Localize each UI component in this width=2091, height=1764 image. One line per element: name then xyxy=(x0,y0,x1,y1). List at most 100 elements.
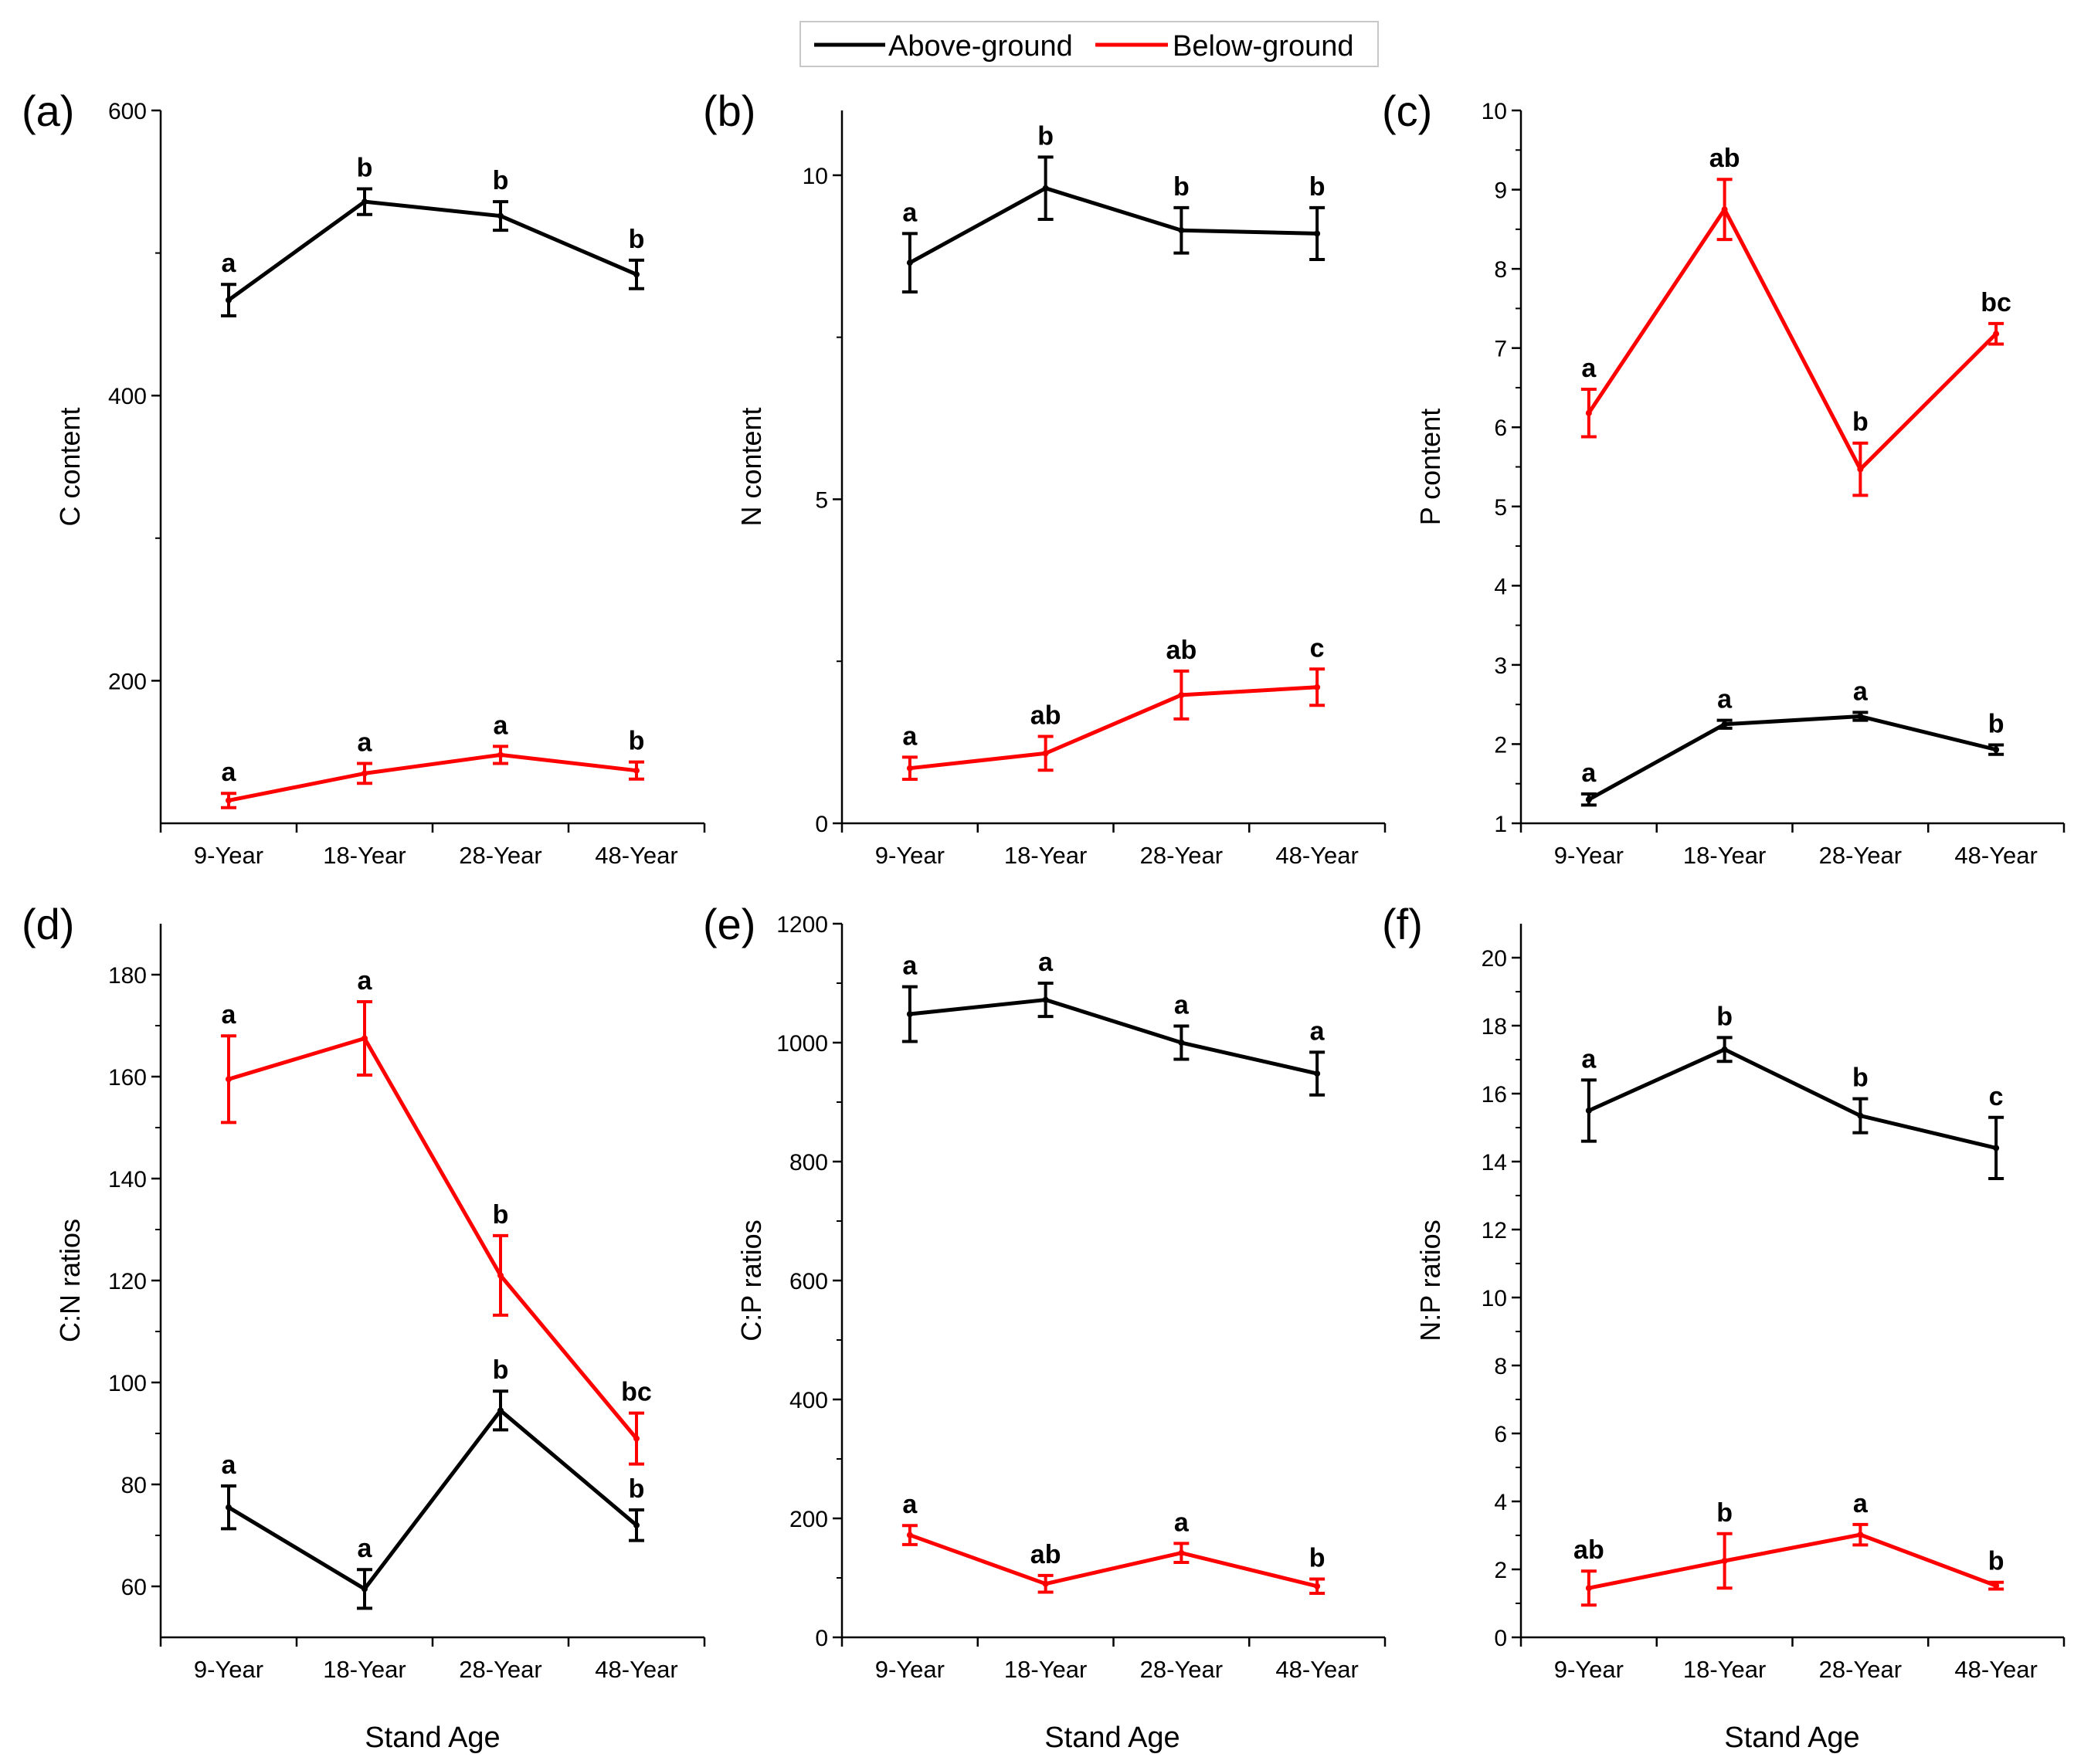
significance-label: a xyxy=(902,721,918,751)
data-point xyxy=(497,1272,504,1279)
significance-label: bc xyxy=(1981,288,2011,317)
data-point xyxy=(1857,466,1864,473)
y-tick-label: 600 xyxy=(789,1269,828,1294)
x-tick-label: 9-Year xyxy=(1554,842,1624,869)
significance-label: b xyxy=(493,1355,509,1385)
significance-label: a xyxy=(1038,948,1054,977)
data-point xyxy=(226,797,232,804)
significance-label: b xyxy=(1037,121,1054,151)
series-line xyxy=(1587,207,1998,472)
significance-label: b xyxy=(629,727,645,756)
significance-label: a xyxy=(1174,990,1190,1019)
significance-label: ab xyxy=(1709,144,1740,173)
y-tick-label: 400 xyxy=(789,1388,828,1413)
data-point xyxy=(1314,1583,1321,1589)
significance-label: ab xyxy=(1166,636,1197,665)
data-point xyxy=(497,1407,504,1414)
y-tick-label: 10 xyxy=(1482,1286,1507,1311)
data-point xyxy=(497,751,504,758)
panel-f-np-ratios: 0 2 4 6 8 10 12 14 16 18 20 9-Year 18-Year 28-Year 48-… xyxy=(1382,900,2066,1683)
data-point xyxy=(1042,185,1049,192)
y-tick-label: 12 xyxy=(1482,1218,1507,1243)
data-point xyxy=(1314,230,1321,237)
data-point xyxy=(362,770,368,777)
data-point xyxy=(1857,713,1864,720)
data-point xyxy=(1314,1070,1321,1077)
y-tick-label: 200 xyxy=(108,669,147,694)
y-tick-label: 80 xyxy=(121,1473,147,1498)
data-point xyxy=(1314,684,1321,690)
y-axis-title: N:P ratios xyxy=(1414,1220,1446,1341)
data-point xyxy=(1178,1549,1185,1556)
y-tick-label: 4 xyxy=(1494,1490,1507,1515)
significance-label: a xyxy=(1717,685,1733,714)
y-tick-label: 4 xyxy=(1494,574,1507,599)
data-point xyxy=(633,1521,640,1528)
y-tick-label: 5 xyxy=(815,487,828,513)
data-point xyxy=(1721,1558,1728,1564)
x-tick-label: 28-Year xyxy=(459,842,541,869)
panel-e-cp-ratios: 0 200 400 600 800 1000 1200 9-Year 18-Year 28-Yea… xyxy=(703,900,1387,1683)
x-tick-label: 18-Year xyxy=(323,842,406,869)
x-tick-label: 28-Year xyxy=(1140,842,1223,869)
x-tick-label: 28-Year xyxy=(1140,1656,1223,1683)
data-point xyxy=(362,1586,368,1593)
data-point xyxy=(1721,1046,1728,1053)
series-line xyxy=(908,998,1319,1076)
series-line xyxy=(226,199,639,303)
significance-label: a xyxy=(1853,1489,1869,1518)
series-line xyxy=(1587,1532,1998,1590)
significance-label: c xyxy=(1989,1082,2004,1111)
y-tick-label: 10 xyxy=(803,164,828,189)
data-point xyxy=(1178,1040,1185,1046)
x-tick-label: 48-Year xyxy=(1954,842,2037,869)
y-tick-label: 160 xyxy=(108,1065,147,1091)
data-point xyxy=(1585,1585,1592,1592)
x-tick-label: 9-Year xyxy=(875,842,945,869)
significance-label: b xyxy=(1716,1002,1733,1031)
data-point xyxy=(906,765,913,772)
significance-label: a xyxy=(1581,354,1597,383)
data-point xyxy=(1042,1580,1049,1587)
data-point xyxy=(1993,1145,2000,1152)
significance-label: ab xyxy=(1030,1540,1061,1569)
y-tick-label: 6 xyxy=(1494,1422,1507,1447)
x-tick-label: 48-Year xyxy=(1275,842,1358,869)
y-tick-label: 16 xyxy=(1482,1082,1507,1108)
data-point xyxy=(226,297,232,304)
data-point xyxy=(1857,1112,1864,1119)
x-tick-label: 28-Year xyxy=(1819,842,1902,869)
significance-label: a xyxy=(358,728,373,757)
legend: Above-ground Below-ground xyxy=(799,21,1379,67)
significance-label: b xyxy=(1173,172,1190,202)
significance-label: a xyxy=(222,249,237,278)
significance-label: c xyxy=(1310,633,1325,663)
significance-label: a xyxy=(902,952,918,981)
significance-label: a xyxy=(1853,677,1869,706)
series-line xyxy=(908,685,1319,771)
significance-label: b xyxy=(629,225,645,254)
significance-label: a xyxy=(902,198,918,227)
x-tick-label: 9-Year xyxy=(1554,1656,1624,1683)
x-tick-label: 9-Year xyxy=(194,1656,263,1683)
data-point xyxy=(1585,409,1592,416)
x-axis-title-middle: Stand Age xyxy=(1044,1722,1180,1754)
panel-a-carbon-content: 200 400 600 9-Year 18-Year 28-Year 48-Year C co… xyxy=(22,87,706,869)
y-tick-label: 180 xyxy=(108,963,147,989)
significance-label: a xyxy=(222,758,237,787)
y-tick-label: 5 xyxy=(1494,495,1507,521)
data-point xyxy=(1178,227,1185,234)
y-tick-label: 0 xyxy=(815,812,828,837)
significance-label: a xyxy=(358,1534,373,1563)
x-tick-label: 9-Year xyxy=(194,842,263,869)
x-tick-label: 48-Year xyxy=(595,1656,677,1683)
data-point xyxy=(1993,746,2000,753)
y-tick-label: 18 xyxy=(1482,1014,1507,1040)
data-point xyxy=(1042,996,1049,1003)
data-point xyxy=(1585,1108,1592,1114)
data-point xyxy=(362,1035,368,1042)
y-tick-label: 60 xyxy=(121,1575,147,1600)
panel-label: (f) xyxy=(1382,900,1423,948)
significance-label: a xyxy=(494,711,509,740)
